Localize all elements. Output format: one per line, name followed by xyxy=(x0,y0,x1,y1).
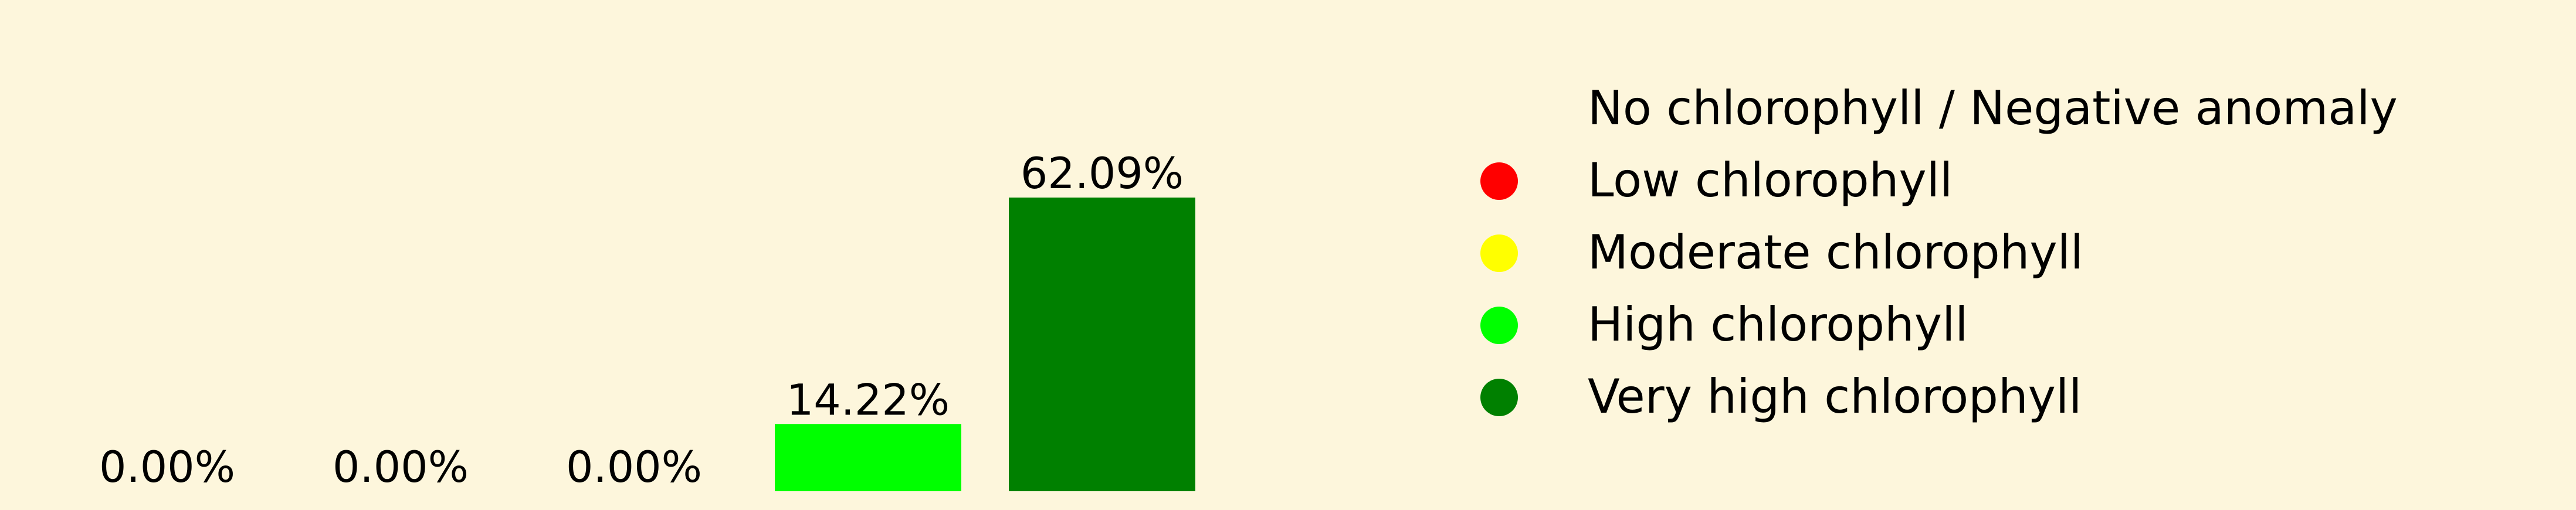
legend-label-4: Very high chlorophyll xyxy=(1588,369,2082,424)
bars: 0.00% 0.00% 0.00% 14.22% 62.09% xyxy=(99,149,1195,492)
bar-value-label-4: 62.09% xyxy=(1021,149,1184,199)
legend-marker-4 xyxy=(1480,379,1518,416)
legend-label-2: Moderate chlorophyll xyxy=(1588,225,2083,280)
legend: No chlorophyll / Negative anomaly Low chl… xyxy=(1480,81,2398,424)
legend-marker-1 xyxy=(1480,162,1518,200)
legend-label-0: No chlorophyll / Negative anomaly xyxy=(1588,81,2398,135)
legend-label-1: Low chlorophyll xyxy=(1588,153,1953,208)
legend-marker-2 xyxy=(1480,234,1518,272)
bar-value-label-3: 14.22% xyxy=(787,375,950,425)
legend-marker-0 xyxy=(1480,90,1518,128)
bar-4 xyxy=(1009,198,1195,491)
bar-value-label-1: 0.00% xyxy=(333,443,469,492)
legend-marker-3 xyxy=(1480,307,1518,344)
bar-value-label-0: 0.00% xyxy=(99,443,235,492)
bar-value-label-2: 0.00% xyxy=(566,443,702,492)
bar-3 xyxy=(775,424,961,491)
legend-label-3: High chlorophyll xyxy=(1588,297,1968,352)
